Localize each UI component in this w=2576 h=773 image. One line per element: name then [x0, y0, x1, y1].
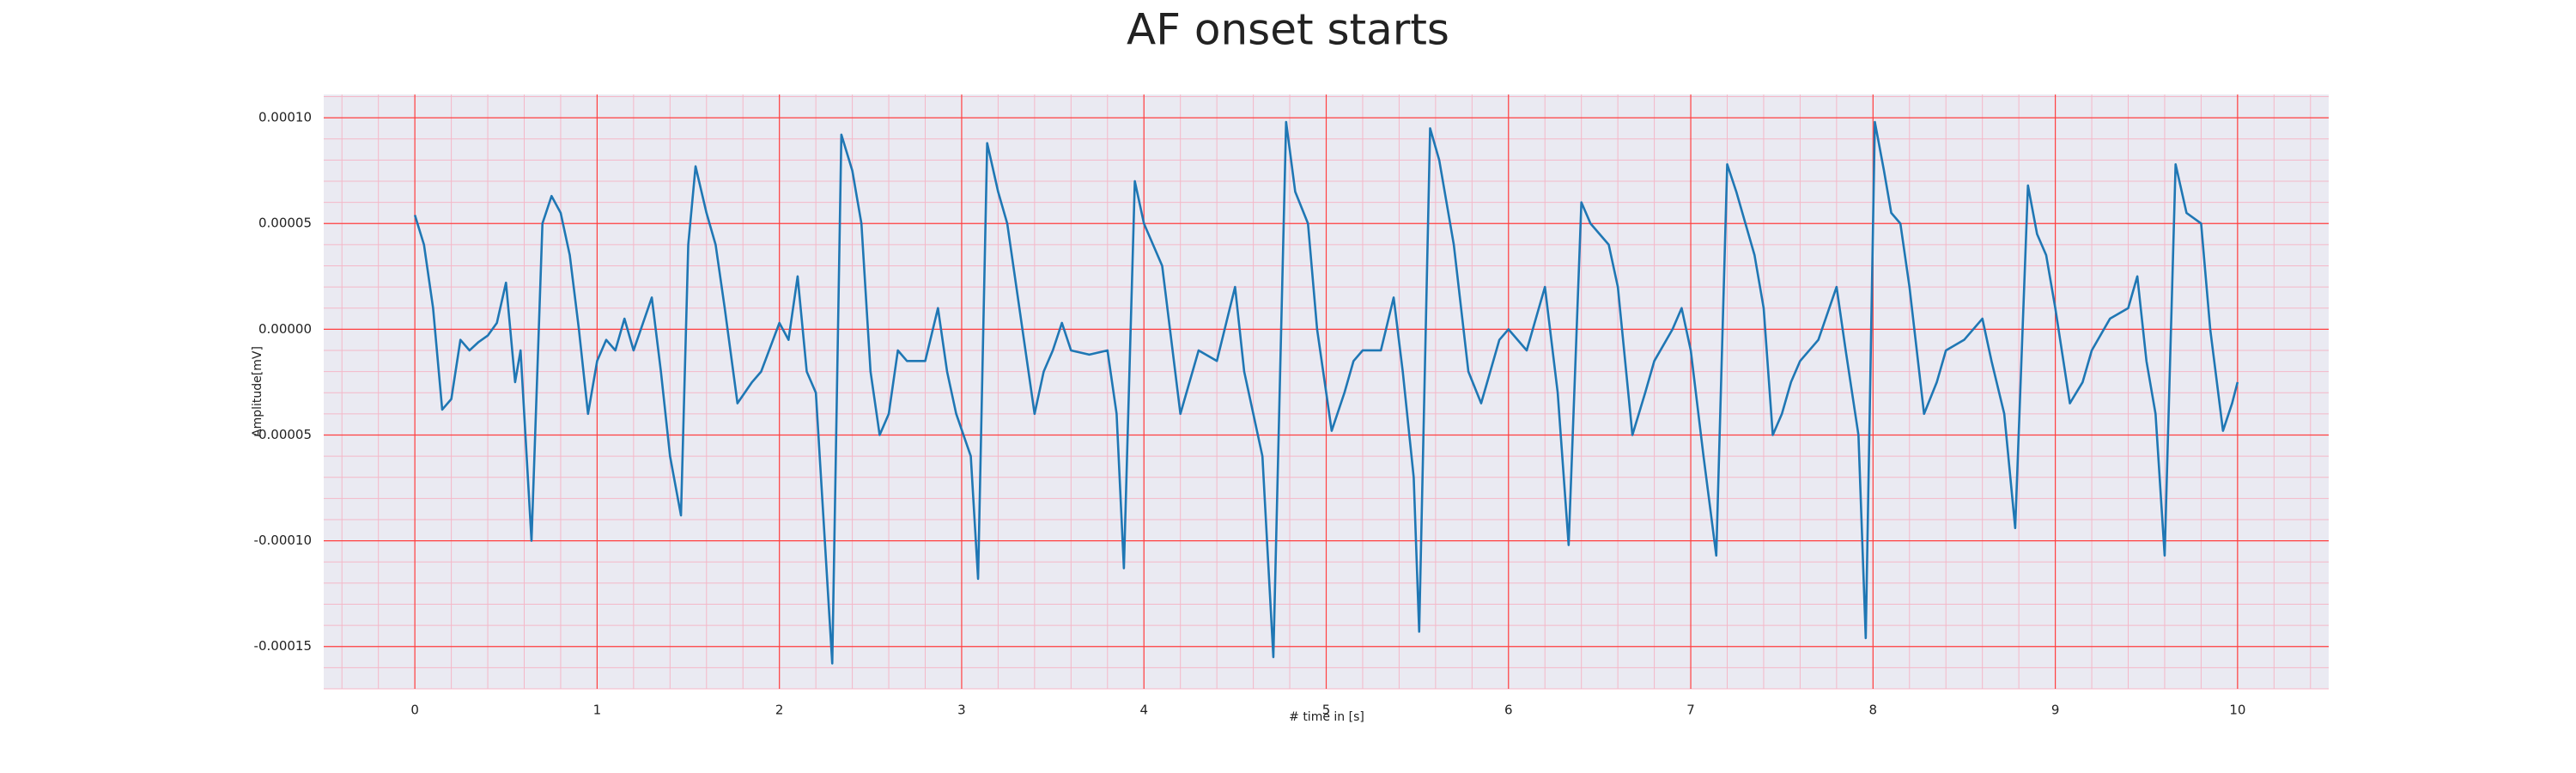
x-tick-label: 3	[957, 703, 966, 718]
x-tick-label: 1	[593, 703, 602, 718]
y-tick-label: 0.00005	[258, 216, 312, 231]
y-tick-label: -0.00015	[254, 638, 312, 654]
x-tick-label: 0	[410, 703, 419, 718]
signal-line	[413, 120, 2239, 665]
y-tick-label: -0.00005	[254, 427, 312, 442]
x-tick-label: 7	[1686, 703, 1695, 718]
y-axis-label: Amplitude[mV]	[251, 346, 264, 437]
x-tick-label: 9	[2051, 703, 2060, 718]
x-tick-label: 10	[2229, 703, 2245, 718]
x-tick-label: 4	[1139, 703, 1148, 718]
chart-title: AF onset starts	[1127, 5, 1449, 55]
y-tick-label: 0.00010	[258, 110, 312, 125]
x-tick-label: 6	[1504, 703, 1513, 718]
y-tick-label: -0.00010	[254, 533, 312, 548]
x-tick-label: 8	[1869, 703, 1878, 718]
x-tick-label: 5	[1322, 703, 1331, 718]
x-axis-label: # time in [s]	[1289, 710, 1364, 724]
x-tick-label: 2	[775, 703, 784, 718]
y-tick-label: 0.00000	[258, 321, 312, 337]
